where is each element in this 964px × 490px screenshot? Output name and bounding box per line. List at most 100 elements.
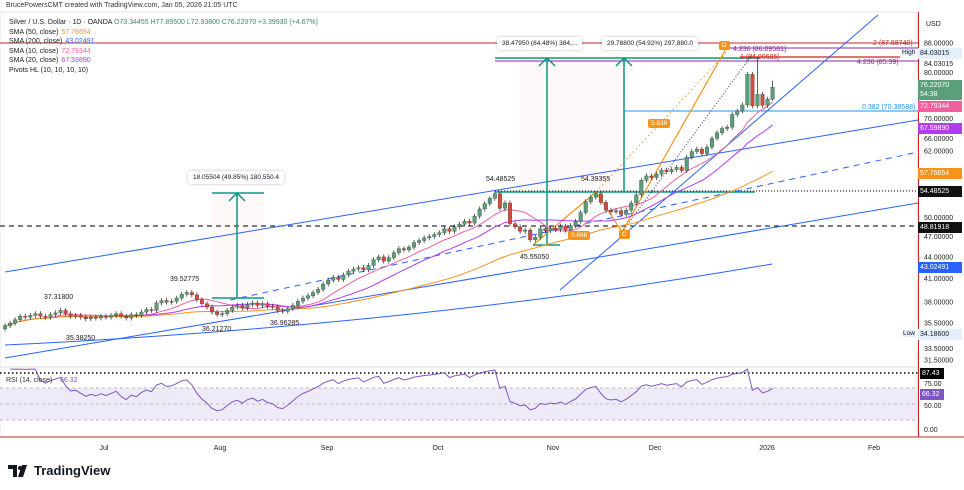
candle[interactable] (684, 154, 689, 174)
candle[interactable] (417, 238, 422, 245)
candle[interactable] (28, 312, 33, 320)
candle[interactable] (482, 201, 487, 212)
candle[interactable] (250, 300, 255, 308)
candle[interactable] (386, 255, 391, 264)
candle[interactable] (351, 266, 356, 274)
candle[interactable] (331, 274, 336, 283)
candle[interactable] (295, 298, 300, 308)
candle[interactable] (705, 144, 709, 157)
candle[interactable] (538, 226, 543, 240)
candle[interactable] (548, 225, 553, 234)
candle[interactable] (336, 274, 341, 282)
candle[interactable] (679, 164, 684, 174)
candle[interactable] (467, 218, 472, 226)
candle[interactable] (144, 307, 149, 315)
candle[interactable] (619, 208, 624, 217)
price-axis[interactable]: USD 88.00000 84.03015 80.00000 70.00000 66.0… (924, 21, 953, 434)
candle[interactable] (321, 281, 326, 292)
candle[interactable] (477, 206, 482, 219)
candle[interactable] (179, 291, 184, 301)
candle[interactable] (391, 250, 396, 261)
candle[interactable] (452, 224, 457, 234)
candle[interactable] (598, 191, 603, 205)
candle[interactable] (139, 309, 144, 318)
candle[interactable] (629, 200, 634, 213)
candle[interactable] (614, 208, 618, 215)
candle[interactable] (240, 302, 245, 311)
candle[interactable] (43, 313, 48, 320)
candle[interactable] (659, 167, 664, 177)
candle[interactable] (558, 223, 563, 232)
candle[interactable] (215, 309, 220, 318)
candle[interactable] (210, 304, 214, 315)
candle[interactable] (68, 311, 73, 319)
candle[interactable] (604, 199, 608, 213)
candle[interactable] (341, 272, 346, 282)
tradingview-logo[interactable]: TradingView (8, 463, 110, 478)
candle[interactable] (306, 293, 310, 301)
candle[interactable] (3, 323, 7, 332)
candle[interactable] (492, 191, 497, 201)
candle[interactable] (745, 71, 750, 108)
candle[interactable] (290, 302, 295, 312)
candle[interactable] (38, 311, 43, 319)
candle[interactable] (508, 200, 512, 227)
candle[interactable] (280, 307, 285, 314)
candle[interactable] (300, 295, 305, 304)
candle[interactable] (316, 286, 321, 296)
candle[interactable] (109, 312, 113, 320)
candle[interactable] (88, 314, 93, 322)
candle[interactable] (33, 311, 38, 318)
legend-indicator[interactable]: SMA (200, close) 43.02491 (9, 38, 95, 46)
candle[interactable] (578, 210, 583, 224)
candle[interactable] (396, 246, 401, 256)
candle[interactable] (624, 207, 629, 217)
candle[interactable] (104, 313, 108, 320)
candle[interactable] (189, 290, 194, 298)
candle[interactable] (326, 277, 331, 287)
candle[interactable] (401, 246, 406, 253)
candle[interactable] (457, 221, 462, 230)
candle[interactable] (528, 227, 533, 243)
legend-indicator[interactable]: SMA (50, close) 57.76654 (9, 28, 91, 36)
candle[interactable] (174, 295, 179, 304)
candle[interactable] (735, 108, 740, 117)
candle[interactable] (462, 218, 467, 227)
candle[interactable] (432, 232, 437, 240)
candle[interactable] (513, 221, 517, 230)
time-axis[interactable]: Jul Aug Sep Oct Nov Dec 2026 Feb (100, 445, 881, 452)
candle[interactable] (159, 298, 164, 306)
candle[interactable] (740, 102, 745, 114)
candle[interactable] (275, 304, 280, 313)
candle[interactable] (447, 226, 452, 234)
candle[interactable] (760, 91, 765, 108)
candle[interactable] (694, 146, 699, 155)
candle[interactable] (588, 194, 593, 205)
candle[interactable] (381, 254, 386, 264)
candle[interactable] (442, 226, 447, 236)
candle[interactable] (63, 307, 68, 317)
candle[interactable] (502, 200, 507, 211)
candle[interactable] (553, 225, 558, 232)
candle[interactable] (568, 223, 573, 233)
candle[interactable] (235, 302, 240, 310)
candle[interactable] (366, 262, 371, 273)
candle[interactable] (472, 213, 477, 226)
candle[interactable] (124, 313, 129, 321)
candle[interactable] (720, 126, 725, 136)
legend-indicator[interactable]: Pivots HL (10, 10, 10, 10) (9, 66, 89, 74)
candle[interactable] (23, 313, 28, 320)
candle[interactable] (58, 307, 63, 316)
candle[interactable] (134, 312, 139, 318)
candle[interactable] (523, 227, 528, 234)
candle[interactable] (412, 240, 416, 250)
candle[interactable] (371, 257, 376, 268)
candle[interactable] (255, 300, 260, 308)
candle[interactable] (114, 311, 119, 318)
candle[interactable] (689, 149, 694, 160)
candle[interactable] (119, 311, 124, 319)
candle[interactable] (311, 290, 315, 299)
candle[interactable] (93, 314, 98, 321)
candle[interactable] (699, 146, 704, 157)
candle[interactable] (710, 135, 714, 150)
